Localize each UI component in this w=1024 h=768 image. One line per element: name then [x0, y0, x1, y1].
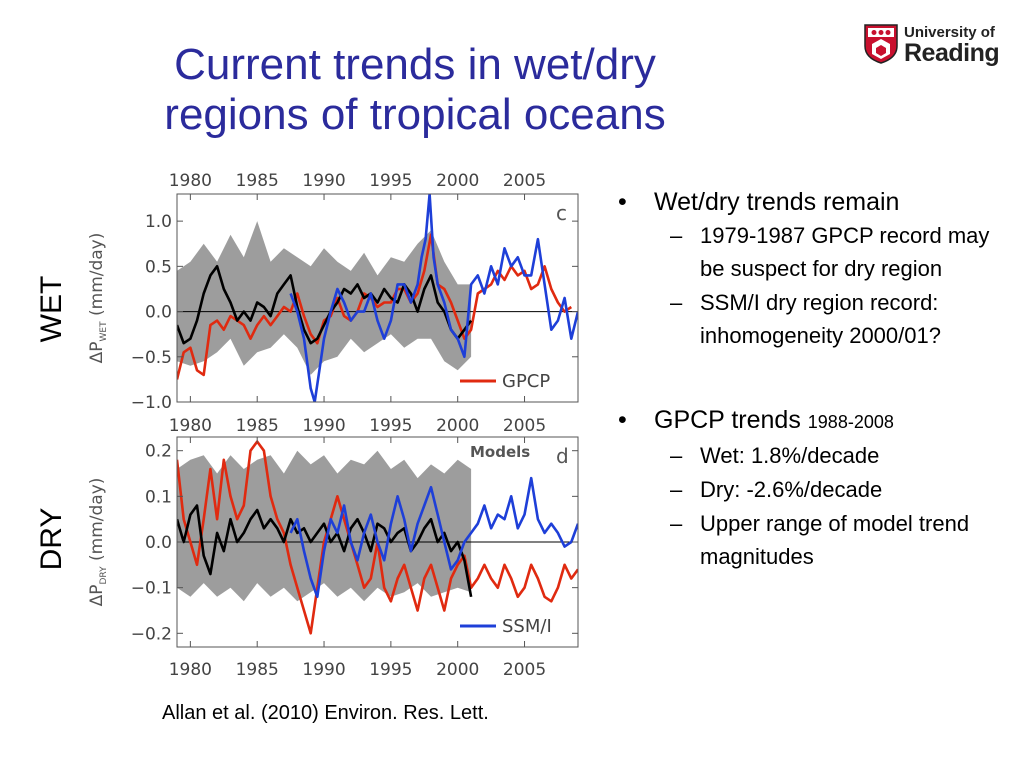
slide-title-line-1: Current trends in wet/dry — [174, 40, 656, 89]
panel-c-plot-area — [177, 194, 578, 402]
x-tick-label: 1985 — [236, 660, 279, 680]
x-tick-label: 1990 — [302, 416, 345, 436]
university-crest-icon — [864, 24, 898, 64]
bullet-glyph: • — [618, 406, 627, 434]
logo-line-2: Reading — [904, 39, 1000, 67]
model-range-band — [177, 221, 472, 375]
panel-d-group: −0.2 −0.1 0.0 0.1 0.2 1980 1985 1990 1995 2000 200… — [87, 436, 579, 680]
dash-glyph: – — [670, 443, 683, 468]
y-axis-label-subscript: DRY — [99, 566, 109, 585]
x-tick-label: 1995 — [369, 171, 412, 191]
panel-d-plot-area — [177, 440, 578, 635]
x-tick-label: 1990 — [302, 660, 345, 680]
x-tick-label: 1985 — [236, 171, 279, 191]
y-axis-label-symbol: ΔP — [87, 585, 107, 607]
wet-side-label: WET — [35, 275, 68, 343]
y-axis-label: ΔPDRY (mm/day) — [87, 478, 109, 607]
logo-line-1: University of — [904, 24, 995, 41]
panel-letter: c — [556, 201, 567, 225]
university-logo: University of Reading — [864, 24, 1004, 72]
dry-side-label: DRY — [35, 507, 68, 571]
ssm-i-series-line — [289, 476, 578, 599]
panel-c-group: −1.0 −0.5 0.0 0.5 1.0 1980 1980 1985 1985 1990 199… — [87, 171, 579, 436]
y-tick-label: 0.0 — [145, 533, 172, 553]
x-tick-label: 1980 — [169, 660, 212, 680]
y-axis-label-unit: (mm/day) — [87, 233, 107, 322]
sub-bullet-item: – 1979-1987 GPCP record may be suspect f… — [614, 219, 1014, 285]
y-axis-label-subscript: WET — [99, 321, 109, 342]
dash-glyph: – — [670, 511, 683, 536]
x-tick-label: 2000 — [436, 416, 479, 436]
bullet-item-gpcp-trends: • GPCP trends 1988-2008 — [614, 404, 1014, 438]
y-tick-label: 0.1 — [145, 487, 172, 507]
dash-glyph: – — [670, 290, 683, 315]
sub-bullet-text: SSM/I dry region record: inhomogeneity 2… — [700, 290, 941, 348]
sub-bullet-text: Dry: -2.6%/decade — [700, 477, 883, 502]
y-tick-label: −0.5 — [131, 348, 172, 368]
ssm-i-series-line — [289, 194, 578, 402]
bullet-item-wet-dry-trends: • Wet/dry trends remain — [614, 186, 1014, 218]
legend-label: SSM/I — [502, 616, 552, 637]
sub-bullet-text: Upper range of model trend magnitudes — [700, 511, 970, 569]
legend-label: GPCP — [502, 371, 550, 392]
panel-letter: d — [556, 444, 569, 468]
dash-glyph: – — [670, 223, 683, 248]
precipitation-chart: −1.0 −0.5 0.0 0.5 1.0 1980 1980 1985 1985 1990 199… — [87, 171, 579, 680]
y-tick-label: −1.0 — [131, 393, 172, 413]
bullet-text: Wet/dry trends remain — [654, 188, 900, 216]
y-tick-label: 0.2 — [145, 442, 172, 462]
y-axis-label: ΔPWET (mm/day) — [87, 233, 109, 364]
sub-bullet-item: – Wet: 1.8%/decade — [614, 439, 1014, 472]
x-tick-label: 2005 — [503, 660, 546, 680]
x-tick-label: 1995 — [369, 660, 412, 680]
x-tick-label: 1995 — [369, 416, 412, 436]
panel-frame — [176, 193, 579, 403]
x-tick-label: 1980 — [169, 416, 212, 436]
x-tick-label: 2005 — [503, 171, 546, 191]
y-tick-label: 0.0 — [145, 303, 172, 323]
y-tick-label: 0.5 — [145, 257, 172, 277]
x-tick-label: 1990 — [302, 171, 345, 191]
sub-bullet-text: Wet: 1.8%/decade — [700, 443, 880, 468]
y-tick-label: −0.2 — [131, 624, 172, 644]
sub-bullet-item: – SSM/I dry region record: inhomogeneity… — [614, 286, 1014, 352]
x-tick-label: 1980 — [169, 171, 212, 191]
x-tick-label: 2000 — [436, 660, 479, 680]
slide-title-line-2: regions of tropical oceans — [164, 90, 666, 139]
sub-bullet-item: – Dry: -2.6%/decade — [614, 473, 1014, 506]
models-series-line — [177, 265, 473, 345]
sub-bullet-text: 1979-1987 GPCP record may be suspect for… — [700, 223, 990, 281]
models-annotation: Models — [470, 443, 530, 461]
y-tick-label: 1.0 — [145, 212, 172, 232]
models-series-line — [177, 504, 473, 598]
slide-title: Current trends in wet/dry regions of tro… — [90, 40, 740, 140]
sub-bullet-item: – Upper range of model trend magnitudes — [614, 507, 1014, 573]
bullet-text: GPCP trends — [654, 406, 801, 434]
y-tick-label: −0.1 — [131, 579, 172, 599]
y-axis-label-symbol: ΔP — [87, 342, 107, 364]
x-tick-label: 1985 — [236, 416, 279, 436]
bullet-glyph: • — [618, 188, 627, 216]
x-tick-label: 2005 — [503, 416, 546, 436]
citation: Allan et al. (2010) Environ. Res. Lett. — [162, 702, 489, 724]
bullet-list: • Wet/dry trends remain – 1979-1987 GPCP… — [614, 186, 1014, 573]
bullet-text-period: 1988-2008 — [807, 412, 894, 432]
x-tick-label: 2000 — [436, 171, 479, 191]
dash-glyph: – — [670, 477, 683, 502]
y-axis-label-unit: (mm/day) — [87, 478, 107, 567]
